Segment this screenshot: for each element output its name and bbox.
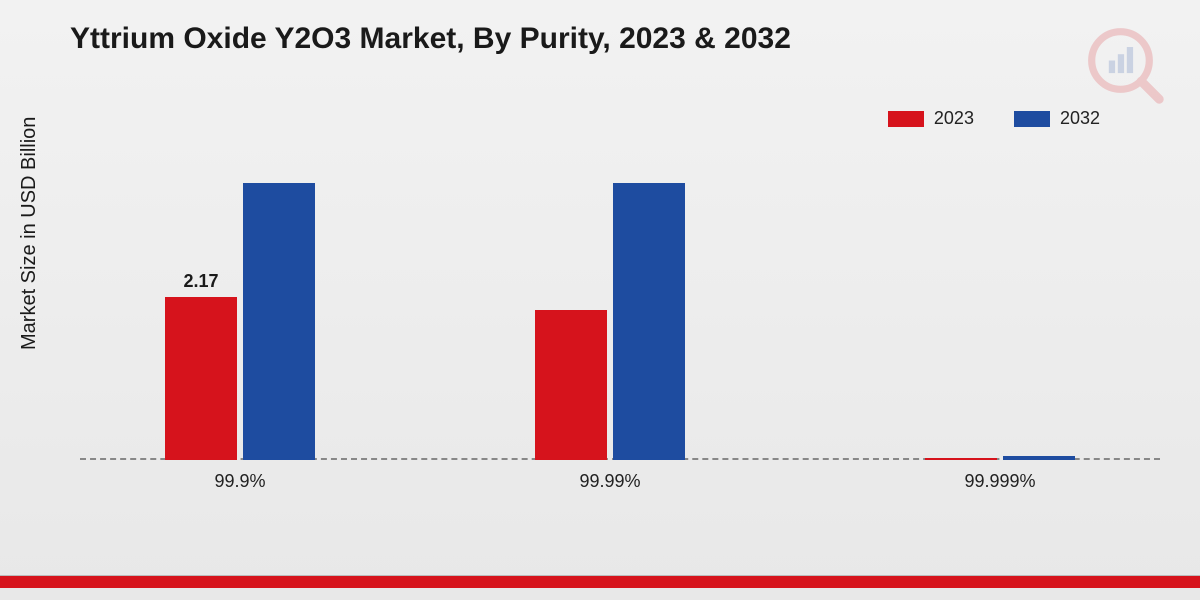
legend-swatch-2032 <box>1014 111 1050 127</box>
chart-page: Yttrium Oxide Y2O3 Market, By Purity, 20… <box>0 0 1200 600</box>
plot-area: 2.17 99.9% 99.99% 99.999% <box>80 160 1160 500</box>
bar-2032 <box>1003 456 1075 460</box>
bar-group <box>870 456 1130 460</box>
legend-label-2023: 2023 <box>934 108 974 129</box>
bar-2032 <box>613 183 685 461</box>
legend-label-2032: 2032 <box>1060 108 1100 129</box>
bar-2023: 2.17 <box>165 297 237 460</box>
bar-group <box>480 183 740 461</box>
category-label: 99.99% <box>480 471 740 492</box>
y-axis-label: Market Size in USD Billion <box>18 117 41 350</box>
legend-item-2023: 2023 <box>888 108 974 129</box>
page-title: Yttrium Oxide Y2O3 Market, By Purity, 20… <box>70 22 791 56</box>
footer-accent-bar <box>0 576 1200 588</box>
legend: 2023 2032 <box>888 108 1100 129</box>
brand-logo <box>1080 20 1170 110</box>
bar-2023 <box>925 458 997 460</box>
bar-value-label: 2.17 <box>183 271 218 292</box>
category-label: 99.999% <box>870 471 1130 492</box>
bar-2023 <box>535 310 607 460</box>
bar-group: 2.17 <box>110 183 370 461</box>
category-label: 99.9% <box>110 471 370 492</box>
legend-item-2032: 2032 <box>1014 108 1100 129</box>
legend-swatch-2023 <box>888 111 924 127</box>
bar-2032 <box>243 183 315 461</box>
